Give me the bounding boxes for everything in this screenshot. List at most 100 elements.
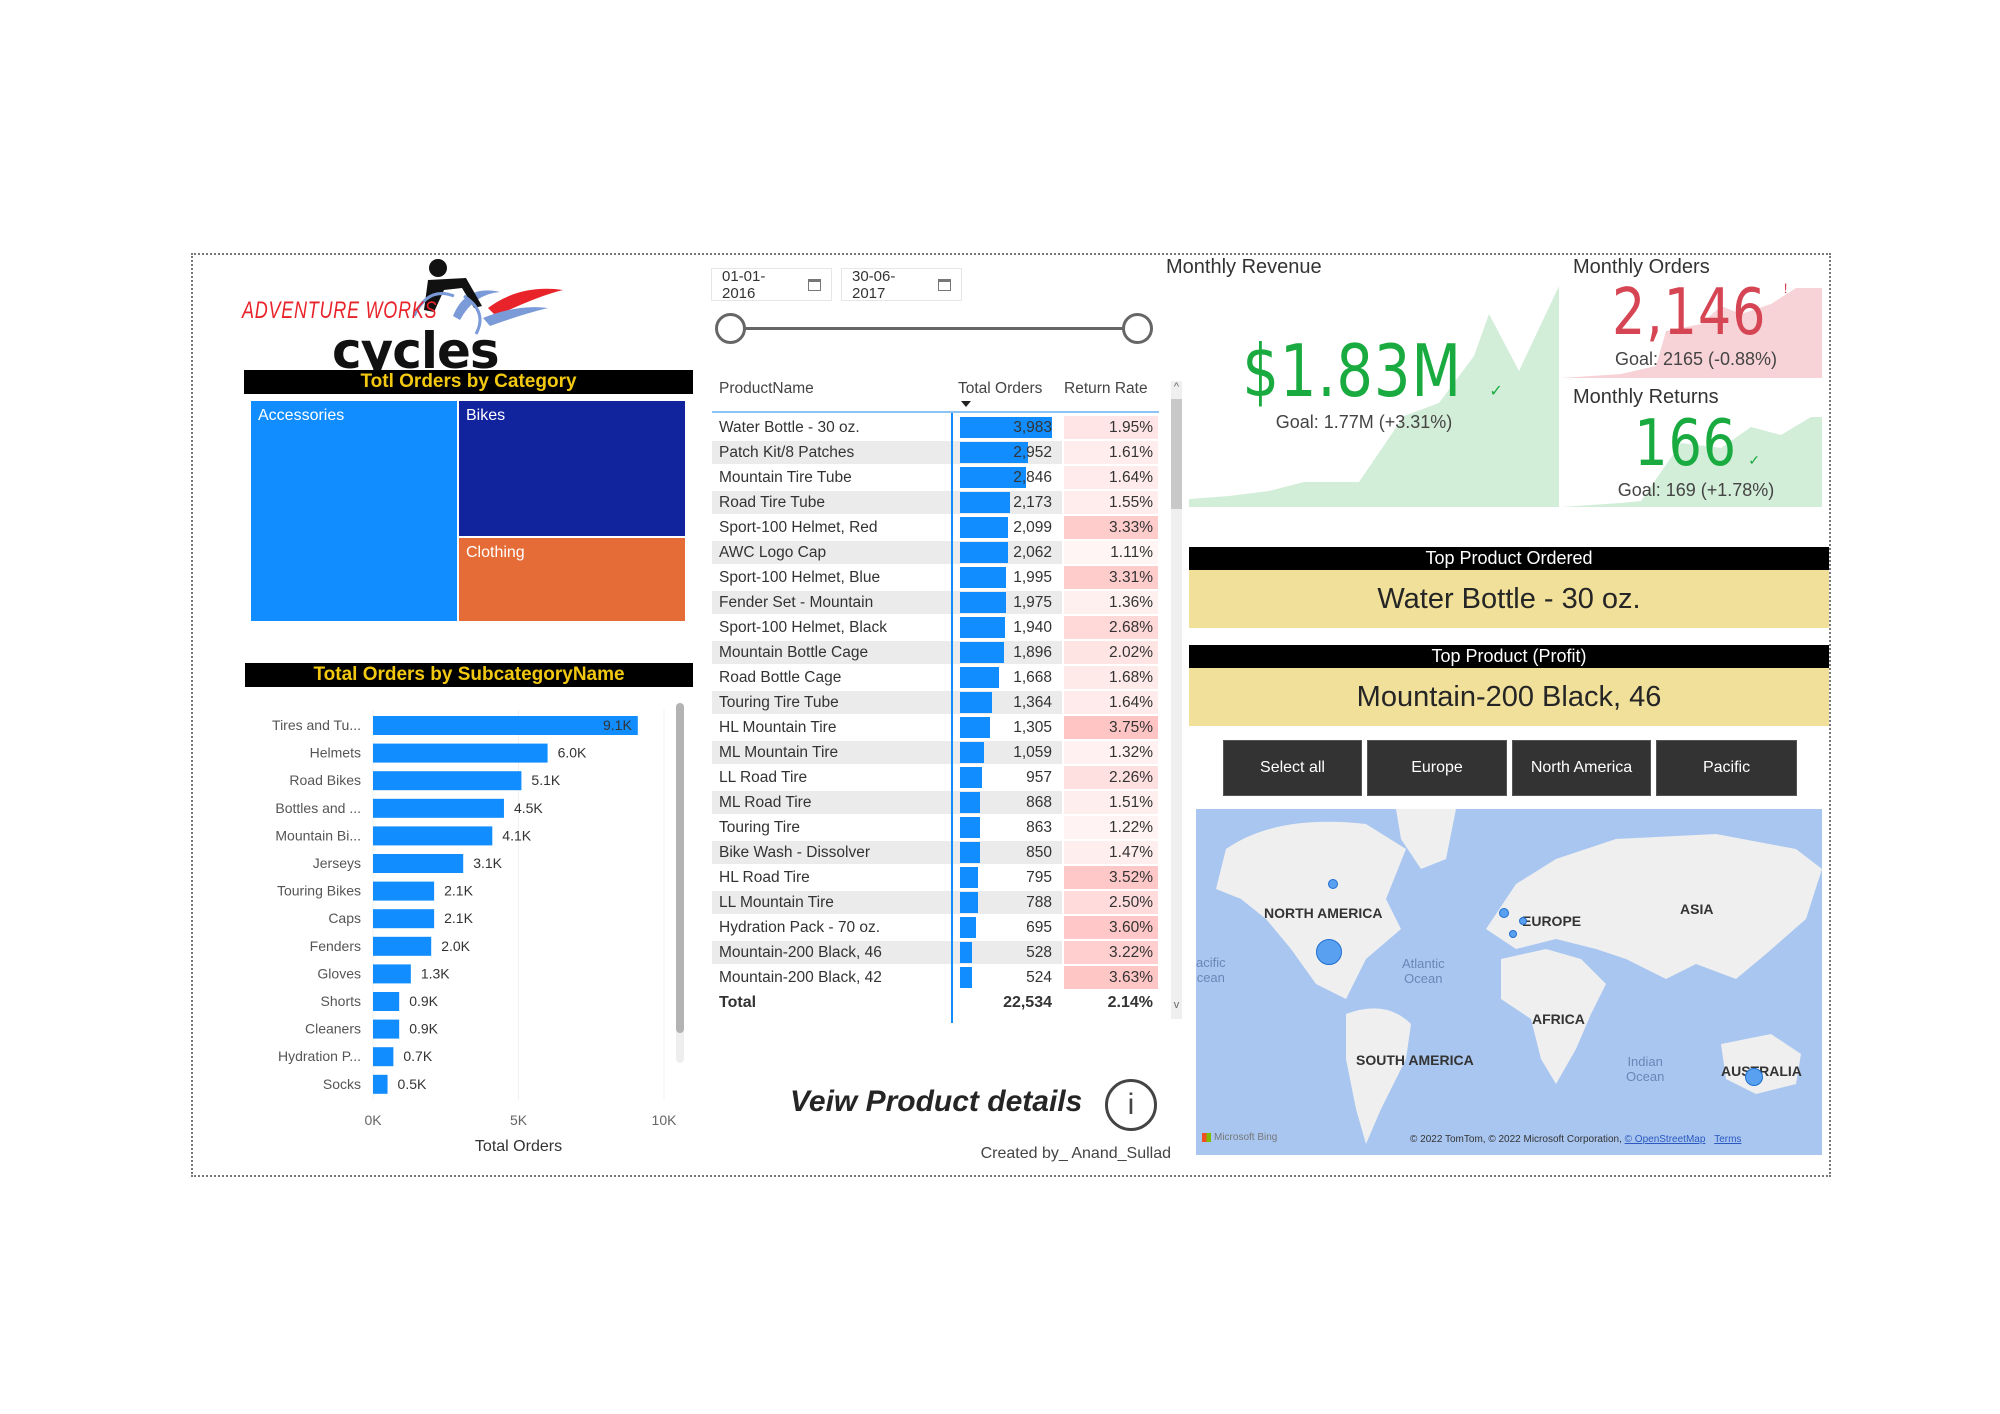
table-row[interactable]: ML Mountain Tire 1,059 1.32% bbox=[712, 740, 1159, 765]
bar[interactable] bbox=[373, 743, 548, 763]
product-name: HL Mountain Tire bbox=[719, 719, 837, 736]
return-rate: 3.60% bbox=[1109, 919, 1153, 936]
table-row[interactable]: LL Mountain Tire 788 2.50% bbox=[712, 890, 1159, 915]
total-orders: 795 bbox=[1026, 869, 1052, 886]
orders-kpi: 2,146! bbox=[1561, 281, 1822, 345]
return-rate: 2.26% bbox=[1109, 769, 1153, 786]
table-row[interactable]: Road Bottle Cage 1,668 1.68% bbox=[712, 665, 1159, 690]
table-row[interactable]: Road Tire Tube 2,173 1.55% bbox=[712, 490, 1159, 515]
product-name: Mountain-200 Black, 46 bbox=[719, 944, 882, 961]
category-treemap: Accessories Bikes Clothing bbox=[250, 400, 686, 622]
view-product-details-button[interactable]: Veiw Product details i bbox=[780, 1079, 1160, 1131]
table-row[interactable]: ML Road Tire 868 1.51% bbox=[712, 790, 1159, 815]
bar[interactable] bbox=[373, 1019, 400, 1039]
map-bubble-uk[interactable] bbox=[1499, 908, 1509, 918]
treemap-tile-clothing[interactable]: Clothing bbox=[458, 537, 686, 622]
region-button-europe[interactable]: Europe bbox=[1367, 740, 1507, 796]
bar[interactable] bbox=[373, 881, 435, 901]
bar[interactable] bbox=[373, 771, 522, 791]
table-row[interactable]: AWC Logo Cap 2,062 1.11% bbox=[712, 540, 1159, 565]
osm-link[interactable]: © OpenStreetMap bbox=[1624, 1134, 1706, 1145]
return-rate: 1.64% bbox=[1109, 694, 1153, 711]
header-total-orders[interactable]: Total Orders bbox=[958, 380, 1043, 397]
scrollbar-thumb[interactable] bbox=[1171, 399, 1182, 509]
map-bubble-germany[interactable] bbox=[1519, 917, 1527, 925]
treemap-tile-accessories[interactable]: Accessories bbox=[250, 400, 458, 622]
table-row[interactable]: Sport-100 Helmet, Black 1,940 2.68% bbox=[712, 615, 1159, 640]
row-background bbox=[712, 816, 952, 839]
info-icon[interactable]: i bbox=[1105, 1079, 1157, 1131]
table-row[interactable]: Bike Wash - Dissolver 850 1.47% bbox=[712, 840, 1159, 865]
column-divider bbox=[951, 413, 953, 1023]
orders-databar bbox=[960, 792, 980, 813]
header-return-rate[interactable]: Return Rate bbox=[1064, 380, 1148, 397]
table-row[interactable]: HL Mountain Tire 1,305 3.75% bbox=[712, 715, 1159, 740]
bar[interactable] bbox=[373, 992, 400, 1011]
view-details-label[interactable]: Veiw Product details bbox=[790, 1085, 1083, 1118]
data-label: 1.3K bbox=[421, 965, 450, 981]
bar[interactable] bbox=[373, 826, 493, 846]
table-row[interactable]: Mountain Tire Tube 2,846 1.64% bbox=[712, 465, 1159, 490]
region-button-north-america[interactable]: North America bbox=[1512, 740, 1651, 796]
check-icon: ✓ bbox=[1748, 452, 1760, 468]
bing-logo: Microsoft Bing bbox=[1202, 1132, 1277, 1143]
scroll-down-icon[interactable]: v bbox=[1173, 999, 1180, 1011]
table-row[interactable]: Sport-100 Helmet, Blue 1,995 3.31% bbox=[712, 565, 1159, 590]
table-body: Water Bottle - 30 oz. 3,983 1.95% Patch Kit… bbox=[712, 415, 1159, 990]
calendar-icon[interactable] bbox=[807, 278, 821, 291]
x-tick-label: 10K bbox=[652, 1112, 678, 1128]
table-row[interactable]: Touring Tire 863 1.22% bbox=[712, 815, 1159, 840]
calendar-icon[interactable] bbox=[937, 278, 951, 291]
end-date-input[interactable]: 30-06-2017 bbox=[841, 268, 962, 302]
total-orders: 2,173 bbox=[1013, 494, 1052, 511]
world-map[interactable]: NORTH AMERICA EUROPE ASIA AFRICA SOUTH A… bbox=[1196, 809, 1822, 1155]
header-productname[interactable]: ProductName bbox=[719, 380, 814, 397]
table-row[interactable]: Sport-100 Helmet, Red 2,099 3.33% bbox=[712, 515, 1159, 540]
table-row[interactable]: Fender Set - Mountain 1,975 1.36% bbox=[712, 590, 1159, 615]
data-label: 2.0K bbox=[441, 938, 470, 954]
table-row[interactable]: Patch Kit/8 Patches 2,952 1.61% bbox=[712, 440, 1159, 465]
total-orders: 863 bbox=[1026, 819, 1052, 836]
scroll-up-icon[interactable]: ^ bbox=[1173, 381, 1180, 393]
start-date-input[interactable]: 01-01-2016 bbox=[711, 268, 832, 302]
region-button-pacific[interactable]: Pacific bbox=[1656, 740, 1797, 796]
table-row[interactable]: Hydration Pack - 70 oz. 695 3.60% bbox=[712, 915, 1159, 940]
bar[interactable] bbox=[373, 909, 435, 929]
bar[interactable] bbox=[373, 936, 432, 956]
date-slider-end-handle[interactable] bbox=[1122, 313, 1153, 344]
return-rate-cell bbox=[1064, 441, 1158, 464]
scrollbar-thumb[interactable] bbox=[676, 703, 684, 1033]
table-row[interactable]: LL Road Tire 957 2.26% bbox=[712, 765, 1159, 790]
bar[interactable] bbox=[373, 798, 504, 818]
bar[interactable] bbox=[373, 964, 411, 984]
table-row[interactable]: Touring Tire Tube 1,364 1.64% bbox=[712, 690, 1159, 715]
subcategory-chart-title: Total Orders by SubcategoryName bbox=[245, 663, 693, 687]
table-row[interactable]: Water Bottle - 30 oz. 3,983 1.95% bbox=[712, 415, 1159, 440]
table-row[interactable]: Mountain-200 Black, 42 524 3.63% bbox=[712, 965, 1159, 990]
region-button-select-all[interactable]: Select all bbox=[1223, 740, 1362, 796]
return-rate-cell bbox=[1064, 791, 1158, 814]
table-scrollbar[interactable]: ^ v bbox=[1171, 381, 1182, 1019]
table-row[interactable]: HL Road Tire 795 3.52% bbox=[712, 865, 1159, 890]
return-rate: 1.61% bbox=[1109, 444, 1153, 461]
bar[interactable] bbox=[373, 716, 638, 735]
terms-link[interactable]: Terms bbox=[1714, 1134, 1742, 1145]
date-slider-start-handle[interactable] bbox=[715, 313, 746, 344]
revenue-value: $1.83M bbox=[1242, 329, 1462, 413]
table-row[interactable]: Mountain-200 Black, 46 528 3.22% bbox=[712, 940, 1159, 965]
bar[interactable] bbox=[373, 1047, 394, 1067]
return-rate: 1.68% bbox=[1109, 669, 1153, 686]
bar[interactable] bbox=[373, 1074, 388, 1094]
table-row[interactable]: Mountain Bottle Cage 1,896 2.02% bbox=[712, 640, 1159, 665]
map-bubble-australia[interactable] bbox=[1745, 1068, 1763, 1086]
treemap-tile-bikes[interactable]: Bikes bbox=[458, 400, 686, 537]
date-slider-track[interactable] bbox=[730, 327, 1138, 330]
data-label: 2.1K bbox=[444, 910, 473, 926]
map-bubble-usa[interactable] bbox=[1316, 939, 1342, 965]
data-label: 3.1K bbox=[473, 855, 502, 871]
map-bubble-france[interactable] bbox=[1509, 930, 1517, 938]
map-bubble-canada[interactable] bbox=[1328, 879, 1338, 889]
bar-chart-scrollbar[interactable] bbox=[676, 703, 684, 1063]
bar[interactable] bbox=[373, 854, 464, 873]
orders-databar bbox=[960, 617, 1005, 638]
